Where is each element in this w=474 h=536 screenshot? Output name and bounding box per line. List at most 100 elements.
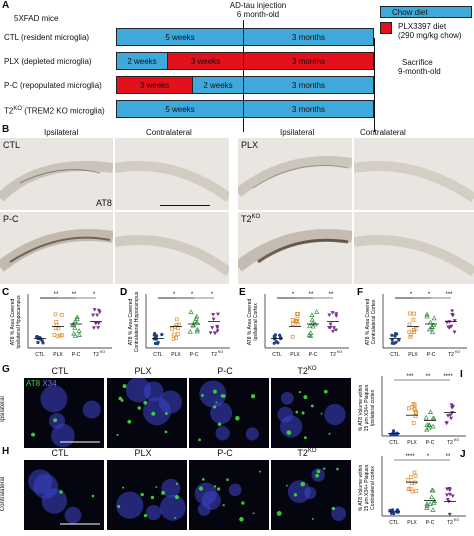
h-col-ctl: CTL	[51, 448, 69, 458]
x-tick-label: CTL	[153, 352, 163, 358]
legend-plx-label: PLX3397 diet	[398, 22, 447, 31]
row-t2ko-seg1: 5 weeks	[116, 100, 244, 118]
data-point	[58, 333, 63, 338]
plot-j: J % AT8 Volume within 15 μm X34+ Plaques Co…	[354, 448, 474, 536]
x-tick-label: T2	[93, 352, 99, 358]
fluor-g-3	[271, 378, 351, 448]
data-point	[211, 317, 216, 322]
panel-a-letter: A	[2, 0, 10, 11]
row-pc-seg2: 2 weeks	[192, 76, 244, 94]
data-point	[444, 493, 449, 498]
data-point	[71, 330, 77, 336]
data-point	[308, 330, 314, 335]
data-point	[426, 425, 432, 430]
data-point	[38, 336, 42, 340]
x-tick-label: T2	[447, 520, 453, 526]
data-point	[153, 341, 158, 345]
img-label-at8: AT8	[96, 198, 112, 208]
data-point	[76, 328, 82, 333]
data-point	[452, 319, 457, 323]
fluor-g-2	[189, 378, 269, 448]
sig-stars: *	[191, 292, 194, 298]
data-point	[445, 498, 450, 502]
row-ctl-seg2: 3 months	[243, 28, 374, 46]
data-point	[174, 317, 179, 322]
data-point	[334, 312, 339, 316]
data-point	[446, 414, 451, 418]
sacrifice-label: Sacrifice	[402, 58, 433, 67]
y-axis-label: % AT8 Volume within	[358, 384, 364, 431]
data-point	[429, 494, 435, 499]
side-label-contra: Contralateral	[0, 476, 6, 512]
x-tick-sup: KO	[100, 350, 105, 354]
data-point	[194, 313, 200, 319]
legend-chow-label: Chow diet	[392, 8, 428, 17]
data-point	[447, 492, 452, 497]
img-label-pc: P-C	[3, 214, 19, 224]
panel-letter: C	[2, 287, 9, 298]
data-point	[393, 433, 397, 437]
data-point	[290, 334, 295, 339]
x-tick-label: CTL	[389, 520, 399, 526]
micrograph-pc-contra	[115, 212, 229, 284]
y-axis-label: AT8 % Area Covered	[128, 298, 134, 345]
y-axis-label: 15 μm X34+ Plaques	[364, 384, 370, 431]
data-point	[390, 333, 394, 337]
data-point	[423, 415, 429, 420]
row-plx-seg1: 2 weeks	[116, 52, 168, 70]
data-point	[59, 312, 64, 317]
x-tick-label: P-C	[190, 352, 199, 358]
data-point	[409, 405, 414, 410]
data-point	[96, 326, 101, 330]
data-point	[193, 316, 199, 321]
y-axis-label: Ipsilateral Hippocampus	[16, 295, 22, 349]
data-point	[91, 326, 96, 330]
plot-f: F AT8 % Area Covered Contralateral Cortex C…	[355, 286, 472, 367]
data-point	[290, 317, 295, 322]
micrograph-pc-ipsi	[0, 212, 113, 284]
data-point	[187, 329, 193, 334]
data-point	[72, 333, 78, 338]
data-point	[412, 311, 416, 316]
row-pc-seg1: 3 weeks	[116, 76, 193, 94]
data-point	[215, 329, 220, 333]
plot-i: I % AT8 Volume within 15 μm X34+ Plaques Ip…	[354, 368, 474, 459]
g-col-t2ko: T2KO	[297, 366, 317, 376]
plot-d: D AT8 % Area Covered Contralateral Hippoca…	[118, 286, 235, 367]
data-point	[332, 326, 337, 330]
sacrifice-line	[374, 38, 375, 132]
x-tick-label: CTL	[272, 352, 282, 358]
data-point	[450, 312, 455, 317]
sig-stars: **	[426, 374, 431, 380]
sig-stars: **	[329, 292, 334, 298]
data-point	[430, 415, 436, 421]
data-point	[409, 475, 413, 480]
data-point	[215, 312, 220, 317]
sacrifice-age-label: 9-month-old	[398, 67, 441, 76]
data-point	[194, 326, 201, 332]
x-tick-label: P-C	[309, 352, 318, 358]
x-tick-label: P-C	[426, 440, 435, 446]
g-col-ctl: CTL	[51, 366, 69, 376]
data-point	[447, 512, 452, 517]
data-point	[294, 312, 299, 316]
data-point	[412, 470, 417, 475]
data-point	[408, 311, 412, 316]
fluor-g-1	[107, 378, 187, 448]
data-point	[426, 422, 432, 428]
sig-stars: **	[446, 454, 451, 460]
data-point	[176, 332, 180, 336]
contra-header-left: Contralateral	[146, 128, 192, 137]
data-point	[188, 309, 194, 314]
sig-stars: *	[428, 292, 431, 298]
data-point	[327, 313, 332, 317]
x-tick-sup: KO	[218, 350, 223, 354]
data-point	[407, 322, 412, 327]
data-point	[156, 340, 160, 345]
x-tick-label: T2	[211, 352, 217, 358]
data-point	[390, 338, 394, 342]
data-point	[414, 489, 419, 493]
data-point	[314, 309, 320, 314]
plot-c: C AT8 % Area Covered Ipsilateral Hippocamp…	[0, 286, 117, 367]
y-axis-label: AT8 % Area Covered	[10, 298, 16, 345]
